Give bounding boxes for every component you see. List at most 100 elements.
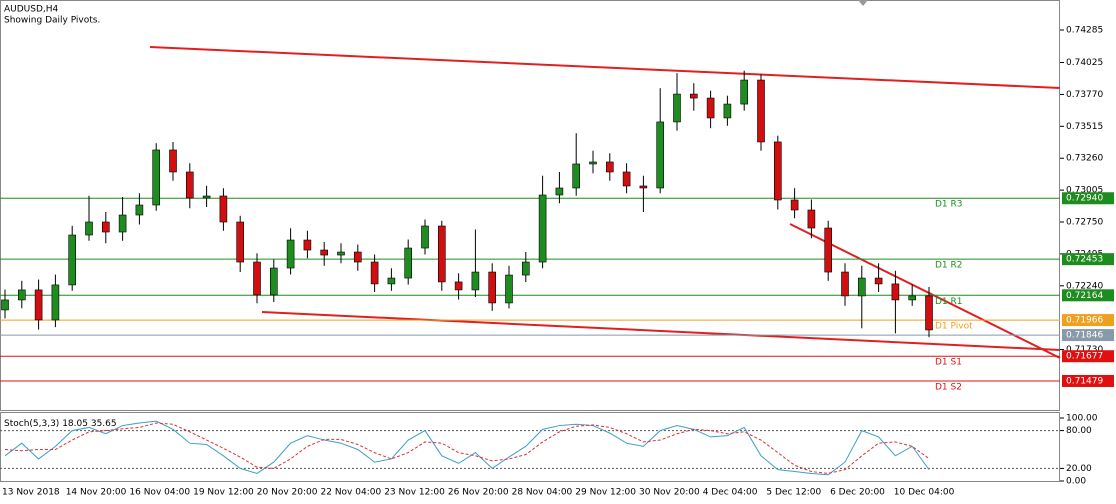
pivot-price-box [1062, 374, 1114, 387]
x-tick-label: 26 Nov 20:00 [448, 488, 509, 498]
x-tick-label: 13 Nov 2018 [2, 488, 60, 498]
pivot-price-label: 0.71677 [1066, 352, 1103, 362]
x-tick-label: 23 Nov 12:00 [384, 488, 445, 498]
stoch-signal: 35.65 [91, 419, 117, 429]
candle-body [454, 281, 463, 291]
y-tick-label: 0.72240 [1066, 281, 1103, 291]
pivot-price-label: 0.72453 [1066, 255, 1103, 265]
candle-body [622, 171, 631, 187]
x-tick-label: 22 Nov 04:00 [321, 488, 382, 498]
candle-body [740, 79, 749, 105]
candle-body [605, 161, 614, 173]
candle-body [404, 247, 413, 279]
candle-body [538, 194, 547, 263]
y-tick-label: 80.00 [1066, 426, 1092, 436]
candle-body [925, 295, 933, 331]
pivot-price-box [1062, 192, 1114, 205]
pivot-price-label: 0.72940 [1066, 194, 1103, 204]
candle-body [589, 161, 597, 165]
candle-body [85, 221, 93, 236]
pivot-price-label: 0.72164 [1066, 291, 1103, 301]
x-tick-label: 14 Nov 20:00 [66, 488, 127, 498]
x-tick-label: 28 Nov 04:00 [512, 488, 573, 498]
pivot-price-box [1062, 314, 1114, 327]
x-tick-label: 19 Nov 12:00 [193, 488, 254, 498]
candle-body [353, 251, 362, 263]
candle-body [773, 141, 782, 201]
candle-body [673, 93, 681, 123]
y-tick-label: 0.71730 [1066, 345, 1103, 355]
candle-body [269, 267, 278, 296]
y-tick-label: 0.74285 [1066, 26, 1103, 36]
stoch-main: 18.05 [62, 419, 88, 429]
x-tick-label: 5 Dec 12:00 [766, 488, 821, 498]
candle-body [437, 225, 446, 283]
current-price-box [1062, 329, 1114, 342]
pivot-name: D1 S2 [935, 382, 962, 392]
pivot-name: D1 R2 [935, 261, 963, 271]
candle-body [118, 214, 127, 233]
stoch-line [4, 420, 930, 476]
stoch-name: Stoch(5,3,3) [4, 419, 59, 429]
y-tick-label: 0.00 [1066, 477, 1086, 487]
candle-body [303, 239, 312, 251]
stoch-title: Stoch(5,3,3) 18.05 35.65 [4, 419, 117, 429]
trend-line [789, 223, 1061, 359]
candle-body [891, 283, 900, 301]
candle-body [723, 103, 732, 119]
stoch-frame [0, 412, 1060, 482]
candle-body [169, 149, 177, 173]
stoch-line [4, 422, 930, 474]
candle-body [219, 195, 228, 223]
y-tick-label: 0.73770 [1066, 90, 1103, 100]
pivot-name: D1 R1 [935, 297, 963, 307]
current-price-label: 0.71846 [1066, 331, 1103, 341]
candle-body [68, 234, 76, 286]
pivot-price-label: 0.71479 [1066, 376, 1103, 386]
candle-body [521, 261, 530, 276]
y-tick-label: 0.74025 [1066, 58, 1103, 68]
candle-body [152, 149, 160, 206]
candle-body [1, 299, 9, 311]
y-tick-label: 0.73005 [1066, 186, 1103, 196]
candle-body [841, 271, 849, 297]
x-tick-label: 4 Dec 04:00 [703, 488, 758, 498]
pivot-name: D1 R3 [935, 200, 963, 210]
candle-body [387, 277, 396, 285]
y-tick-label: 100.00 [1066, 414, 1098, 424]
candle-body [17, 289, 26, 301]
candle-body [34, 289, 43, 321]
trend-line [149, 46, 1061, 89]
candle-body [102, 221, 110, 233]
candle-body [135, 204, 144, 216]
candle-body [421, 225, 429, 249]
candle-body [572, 163, 581, 189]
candle-body [236, 221, 244, 263]
chart-title: AUDUSD,H4 [4, 5, 59, 15]
candle-body [757, 79, 765, 143]
candle-body [253, 261, 261, 296]
x-tick-label: 16 Nov 04:00 [129, 488, 190, 498]
candle-body [555, 187, 564, 196]
candle-body [874, 277, 883, 285]
y-tick-label: 0.73260 [1066, 154, 1103, 164]
x-tick-label: 20 Nov 20:00 [257, 488, 318, 498]
pivot-price-label: 0.71966 [1066, 316, 1103, 326]
candle-body [51, 284, 60, 321]
pivot-name: D1 Pivot [935, 322, 973, 332]
candle-body [790, 199, 799, 211]
pivot-price-box [1062, 253, 1114, 266]
candle-body [639, 185, 648, 189]
candle-body [186, 171, 194, 199]
candle-body [337, 251, 345, 256]
x-tick-label: 29 Nov 12:00 [575, 488, 636, 498]
y-tick-label: 0.72750 [1066, 218, 1103, 228]
candle-body [706, 97, 715, 119]
candle-body [807, 209, 816, 229]
candle-body [488, 271, 497, 304]
chart-subtitle: Showing Daily Pivots. [4, 16, 100, 26]
candle-body [370, 261, 379, 285]
candle-body [505, 274, 513, 304]
candle-body [656, 121, 665, 189]
